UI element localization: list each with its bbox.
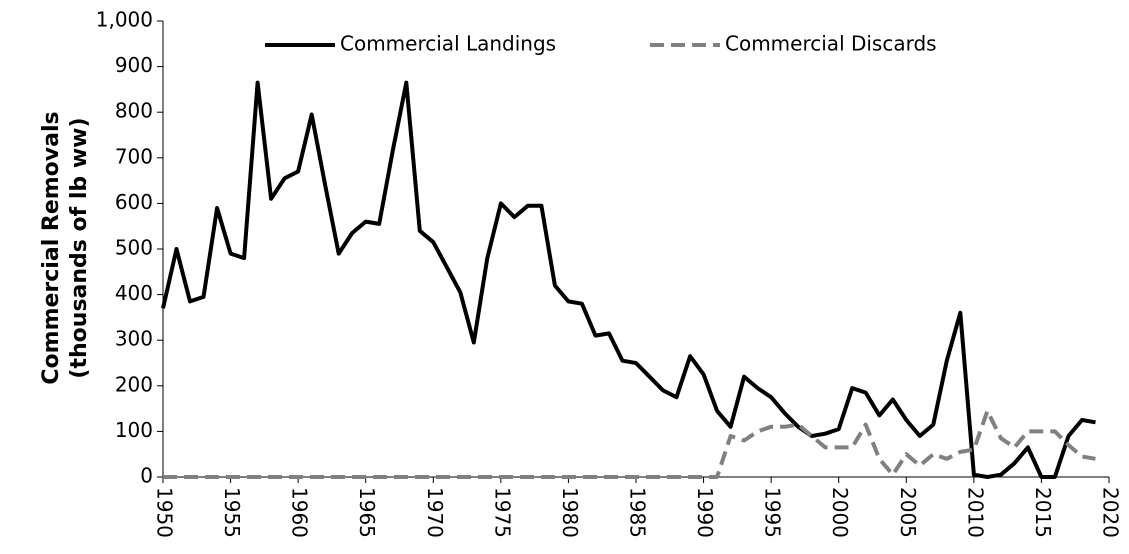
y-tick-label: 1,000 [96,8,153,32]
legend-label: Commercial Landings [340,32,556,56]
y-tick-label: 300 [115,327,153,351]
x-tick-label: 2005 [896,487,920,538]
y-tick-label: 200 [115,372,153,396]
x-tick-label: 1950 [153,487,177,538]
x-tick-label: 1955 [220,487,244,538]
y-tick-label: 600 [115,190,153,214]
x-tick-label: 1970 [423,487,447,538]
series-line [161,80,1096,479]
legend-label: Commercial Discards [725,32,937,56]
y-tick-label: 800 [115,99,153,123]
y-axis-label: (thousands of lb ww) [67,117,92,378]
y-tick-label: 500 [115,236,153,260]
x-tick-label: 2010 [963,487,987,538]
x-tick-label: 2015 [1031,487,1055,538]
x-tick-label: 1960 [288,487,312,538]
series-line [163,408,1096,479]
y-tick-label: 400 [115,281,153,305]
y-tick-label: 100 [115,418,153,442]
x-tick-label: 1990 [693,487,717,538]
x-tick-label: 2020 [1099,487,1123,538]
x-tick-label: 2000 [828,487,852,538]
y-tick-label: 700 [115,144,153,168]
x-tick-label: 1965 [355,487,379,538]
x-tick-label: 1975 [490,487,514,538]
x-tick-label: 1985 [626,487,650,538]
x-tick-label: 1980 [558,487,582,538]
x-tick-label: 1995 [761,487,785,538]
y-tick-label: 900 [115,53,153,77]
y-axis-label: Commercial Removals [39,111,64,384]
y-tick-label: 0 [140,464,153,488]
